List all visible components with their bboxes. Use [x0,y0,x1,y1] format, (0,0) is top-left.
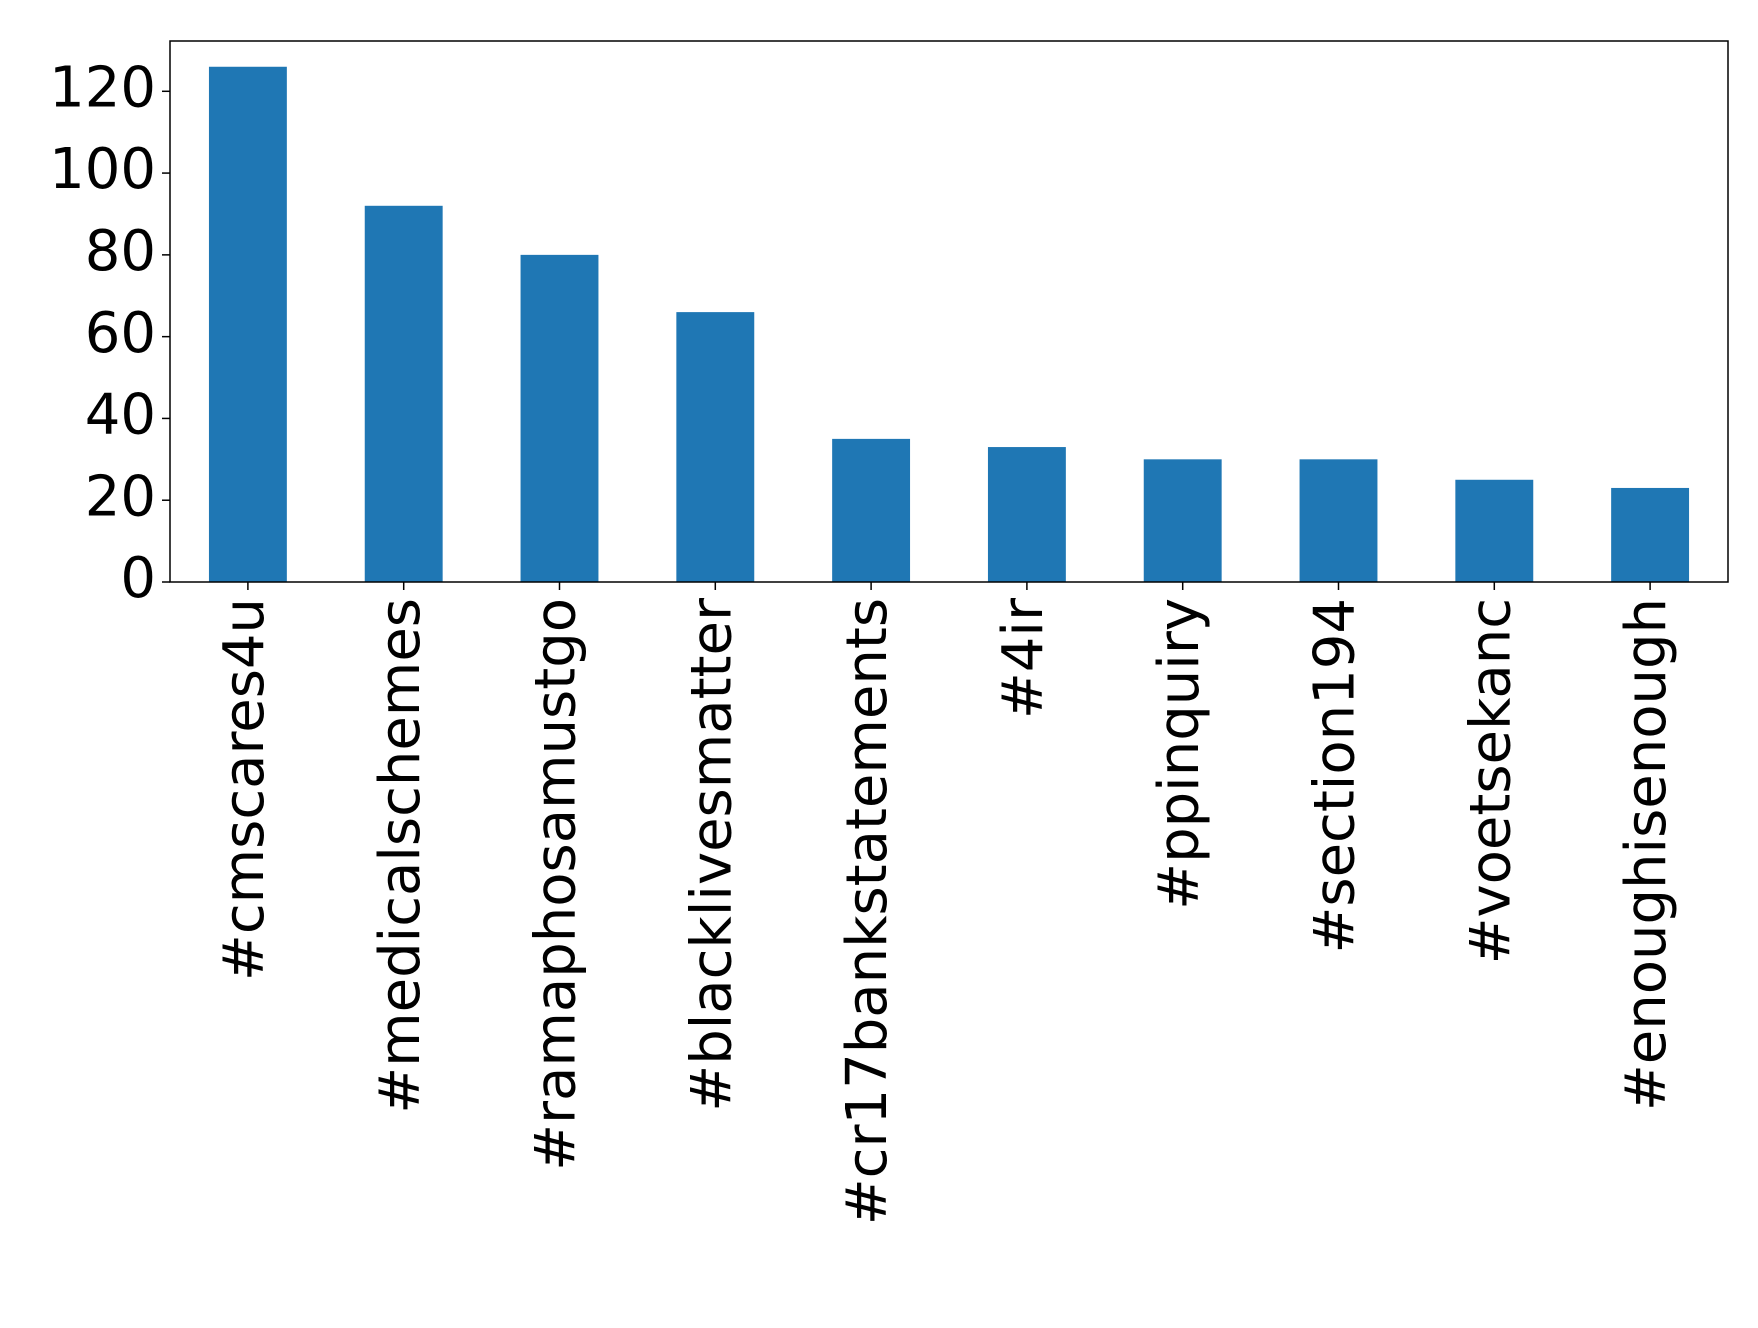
y-tick-label: 40 [85,383,156,448]
bar [1299,459,1378,582]
x-tick-label: #cr17bankstatements [835,598,900,1225]
x-tick-label: #section194 [1303,598,1368,954]
x-tick-label: #voetsekanc [1458,598,1523,964]
x-tick-label: #ramaphosamustgo [524,598,589,1171]
bar [676,312,755,582]
y-tick-label: 0 [120,546,156,611]
y-tick-label: 60 [85,301,156,366]
x-tick-label: #blacklivesmatter [679,597,744,1112]
plot-frame [169,40,1729,583]
x-tick-label: #cmscares4u [212,598,277,981]
bar [520,254,599,583]
bar [1143,459,1222,582]
y-tick-label: 20 [85,464,156,529]
y-tick-label: 120 [49,55,156,120]
x-tick-label: #medicalschemes [368,598,433,1114]
bar [832,438,911,582]
x-tick-label: #4ir [991,597,1056,719]
bar [364,205,443,582]
x-tick-label: #enoughisenough [1614,598,1679,1111]
bar [1455,479,1534,582]
y-tick-label: 100 [49,137,156,202]
x-tick-label: #ppinquiry [1147,598,1212,910]
y-tick-label: 80 [85,219,156,284]
bar [208,66,287,582]
bar [987,447,1066,582]
bar [1611,487,1690,582]
